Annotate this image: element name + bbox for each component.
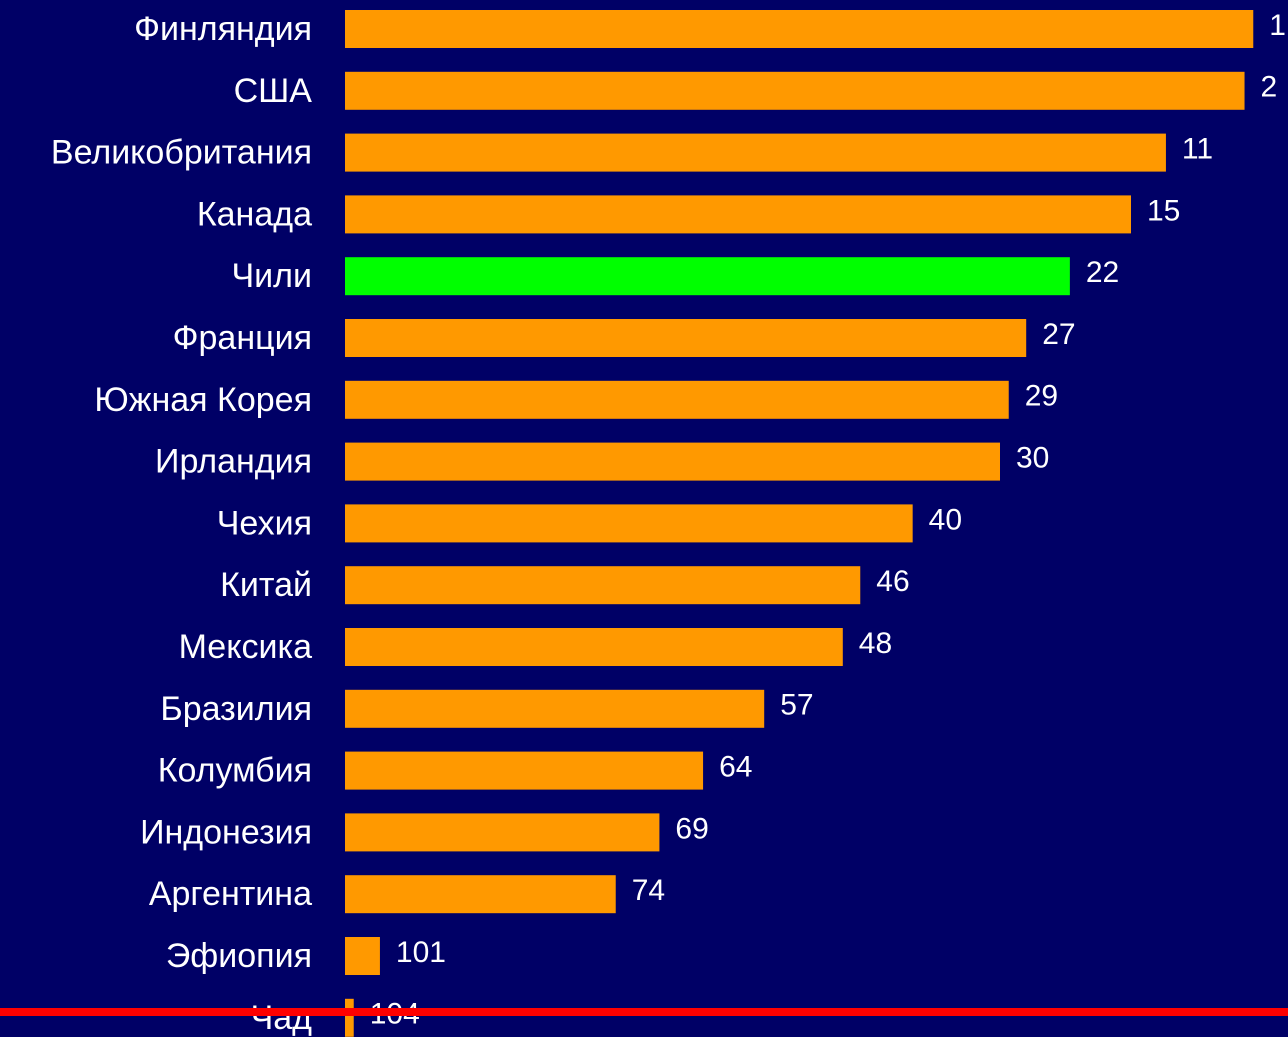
value-label: 2 <box>1261 71 1278 104</box>
category-label: Чехия <box>217 504 312 542</box>
bar <box>345 998 354 1037</box>
category-label: Южная Корея <box>94 381 312 419</box>
value-label: 48 <box>859 627 892 660</box>
value-label: 64 <box>719 751 752 784</box>
category-label: Ирландия <box>155 443 312 481</box>
bar <box>345 751 704 790</box>
bar <box>345 133 1166 172</box>
category-label: Великобритания <box>51 134 312 172</box>
bar <box>345 442 1000 481</box>
category-label: Франция <box>173 319 312 357</box>
bar <box>345 10 1254 48</box>
value-label: 57 <box>780 689 813 722</box>
bar <box>345 319 1027 357</box>
category-label: США <box>234 72 313 110</box>
bar <box>345 380 1009 419</box>
plot: Финляндия 1 США 2 Великобритания 11 Канада 15 Чи… <box>51 9 1286 1037</box>
category-label: Эфиопия <box>166 937 312 975</box>
bar <box>345 937 380 975</box>
bar <box>345 257 1070 296</box>
value-label: 46 <box>876 565 909 598</box>
value-label: 101 <box>396 936 446 969</box>
value-label: 11 <box>1182 133 1213 166</box>
category-label: Аргентина <box>149 875 312 913</box>
bar <box>345 195 1131 234</box>
bar <box>345 689 765 728</box>
bar <box>345 628 843 666</box>
value-label: 74 <box>632 874 665 907</box>
bar <box>345 566 861 605</box>
value-label: 22 <box>1086 256 1119 289</box>
value-label: 40 <box>929 503 962 536</box>
value-label: 27 <box>1042 318 1075 351</box>
category-label: Бразилия <box>160 690 312 728</box>
bar <box>345 813 660 852</box>
bar <box>345 504 913 543</box>
category-label: Финляндия <box>134 10 312 48</box>
value-label: 29 <box>1025 380 1058 413</box>
category-label: Китай <box>220 566 312 604</box>
category-label: Канада <box>197 195 312 233</box>
category-label: Колумбия <box>158 752 312 790</box>
value-label: 15 <box>1147 194 1180 227</box>
value-label: 1 <box>1269 9 1286 42</box>
category-label: Чили <box>232 257 312 295</box>
category-label: Мексика <box>179 628 312 666</box>
category-label: Индонезия <box>140 813 312 851</box>
bar <box>345 71 1245 110</box>
value-label: 69 <box>675 812 708 845</box>
bar <box>345 875 616 914</box>
category-label: Чад <box>251 999 313 1037</box>
value-label: 30 <box>1016 442 1049 475</box>
